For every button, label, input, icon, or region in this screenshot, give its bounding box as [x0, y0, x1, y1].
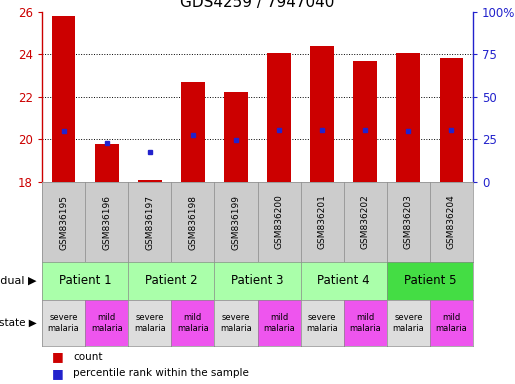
Text: severe
malaria: severe malaria: [392, 313, 424, 333]
Text: mild
malaria: mild malaria: [91, 313, 123, 333]
Bar: [224, 93, 248, 182]
Text: GSM836200: GSM836200: [274, 195, 284, 250]
Text: severe
malaria: severe malaria: [306, 313, 338, 333]
Text: mild
malaria: mild malaria: [436, 313, 467, 333]
Text: individual ▶: individual ▶: [0, 276, 37, 286]
Text: GSM836202: GSM836202: [360, 195, 370, 249]
Text: percentile rank within the sample: percentile rank within the sample: [73, 368, 249, 378]
Text: Patient 2: Patient 2: [145, 275, 198, 288]
Bar: [353, 61, 377, 182]
Text: GSM836197: GSM836197: [145, 195, 154, 250]
Text: GSM836199: GSM836199: [231, 195, 241, 250]
Title: GDS4259 / 7947040: GDS4259 / 7947040: [180, 0, 335, 10]
Text: GSM836203: GSM836203: [404, 195, 413, 250]
Text: severe
malaria: severe malaria: [220, 313, 252, 333]
Text: mild
malaria: mild malaria: [263, 313, 295, 333]
Bar: [138, 180, 162, 182]
Text: GSM836204: GSM836204: [447, 195, 456, 249]
Bar: [52, 16, 75, 182]
Bar: [181, 82, 204, 182]
Text: Patient 1: Patient 1: [59, 275, 111, 288]
Text: ■: ■: [53, 367, 64, 380]
Text: severe
malaria: severe malaria: [48, 313, 79, 333]
Text: ■: ■: [53, 350, 64, 363]
Text: GSM836198: GSM836198: [188, 195, 197, 250]
Text: disease state ▶: disease state ▶: [0, 318, 37, 328]
Text: GSM836201: GSM836201: [318, 195, 327, 250]
Text: count: count: [73, 352, 102, 362]
Text: severe
malaria: severe malaria: [134, 313, 166, 333]
Text: mild
malaria: mild malaria: [349, 313, 381, 333]
Text: mild
malaria: mild malaria: [177, 313, 209, 333]
Text: GSM836196: GSM836196: [102, 195, 111, 250]
Text: GSM836195: GSM836195: [59, 195, 68, 250]
Bar: [267, 53, 291, 182]
Text: Patient 3: Patient 3: [231, 275, 284, 288]
Bar: [95, 144, 118, 182]
Bar: [311, 46, 334, 182]
Text: Patient 4: Patient 4: [317, 275, 370, 288]
Text: Patient 5: Patient 5: [404, 275, 456, 288]
Bar: [440, 58, 464, 182]
Bar: [397, 53, 420, 182]
